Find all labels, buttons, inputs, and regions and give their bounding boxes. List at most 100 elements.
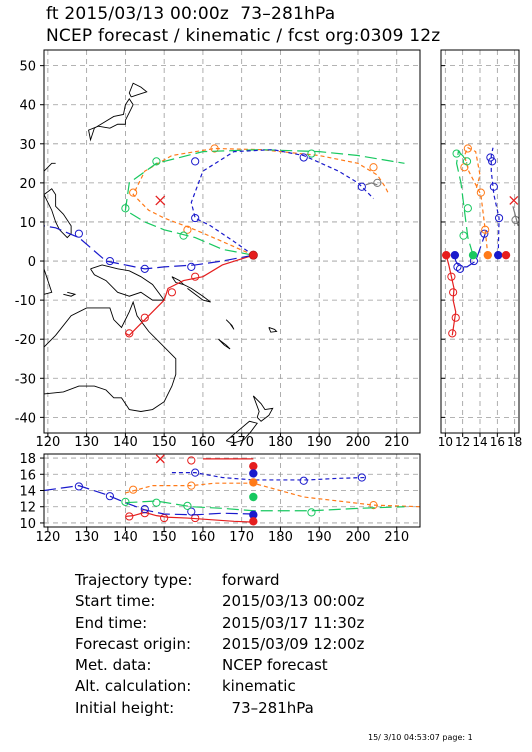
right-trajectory-marker [449,288,458,297]
right-trajectory-marker [455,264,465,273]
bottom-y-tick-label: 10 [19,517,36,532]
bottom-trajectory-cross [155,454,165,464]
bottom-trajectory-marker [105,492,114,501]
right-trajectory-line [455,150,474,256]
trajectory-cross [155,195,166,206]
right-source-point [483,250,492,260]
bottom-source-point [249,478,258,487]
right-x-tick-label: 18 [507,435,522,449]
trajectory-marker [125,329,134,338]
map-y-tick-label: -40 [15,411,36,426]
bottom-x-tick-label: 120 [35,530,60,545]
bottom-x-tick-label: 210 [384,530,409,545]
bottom-trajectory-marker [369,501,378,510]
trajectory-marker [373,178,382,187]
bottom-trajectory-line [171,472,366,481]
coastline [43,162,56,172]
trajectory-line [125,254,254,337]
bottom-x-tick-label: 170 [229,530,254,545]
source-point [248,250,258,260]
map-x-tick-label: 150 [152,435,177,450]
map-x-tick-label: 180 [268,435,293,450]
map-frame [43,49,421,434]
bottom-source-point [249,492,258,502]
bottom-trajectory-marker [191,468,200,477]
bottom-trajectory-marker [152,498,161,507]
right-x-tick-label: 16 [490,435,505,449]
map-x-tick-label: 190 [307,435,332,450]
trajectory-line [124,149,405,256]
bottom-trajectory-line [43,485,254,516]
bottom-x-tick-label: 160 [191,530,216,545]
bottom-trajectory-marker [307,508,316,517]
coastline [183,284,211,303]
info-value: 2015/03/13 00:00z [222,592,365,611]
bottom-trajectory-marker [129,485,138,494]
right-trajectory-marker [447,272,456,281]
right-trajectory-marker [453,262,462,272]
trajectory-marker [105,256,114,266]
coastline [218,338,231,350]
bottom-trajectory-marker [74,482,83,491]
bottom-panel-gridlines [44,454,420,527]
map-y-tick-label: 30 [19,138,36,153]
trajectory-marker [140,264,149,273]
right-source-point [442,250,451,260]
trajectory-marker [74,229,83,238]
trajectory-marker [187,262,196,272]
trajectory-line [43,225,254,270]
info-value: forward [222,571,280,589]
info-value: 2015/03/17 11:30z [222,613,365,632]
bottom-source-point [249,517,258,526]
trajectory-marker [191,213,200,223]
trajectory-chart: -40 -30 -20 -10 0 10 20 30 40 50 120 130 140 150 160 17… [15,49,522,545]
info-value: 73–281hPa [222,698,314,717]
right-source-point [450,250,460,260]
bottom-trajectory-marker [299,476,308,485]
coastline [63,291,77,297]
bottom-y-tick-label: 18 [19,452,36,467]
info-row: End time: 2015/03/17 11:30z [75,613,364,634]
info-row: Initial height: 73–281hPa [75,698,364,719]
coastline [88,98,134,142]
trajectory-line [190,149,374,256]
right-trajectory-marker [480,229,489,238]
chart-title-line2: NCEP forecast / kinematic / fcst org:030… [46,26,441,46]
map-x-tick-label: 210 [384,435,409,450]
trajectory-marker [369,163,378,172]
right-trajectory-marker [486,153,495,162]
info-row: Met. data: NCEP forecast [75,655,364,676]
right-trajectory-marker [489,182,498,191]
right-panel-gridlines [441,50,519,433]
bottom-x-tick-label: 140 [113,530,138,545]
right-trajectory-marker [488,157,497,166]
coastline [128,82,148,98]
right-source-point [501,250,511,260]
trajectory-marker [121,204,130,213]
trajectory-line [132,147,390,256]
map-x-tick-label: 140 [113,435,138,450]
info-value: NCEP forecast [222,656,328,675]
bottom-y-tick-label: 16 [19,468,36,483]
info-label: End time: [75,613,148,632]
map-coastlines [43,82,278,444]
trajectory-marker [210,144,219,153]
info-label: Start time: [75,592,156,611]
coastline [90,264,166,301]
bottom-y-tick-label: 14 [19,485,36,500]
map-x-tick-label: 160 [191,435,216,450]
right-trajectory-marker [481,225,490,234]
trajectory-marker [191,272,200,281]
bottom-x-tick-label: 200 [346,530,371,545]
right-trajectory-cross [509,196,519,205]
right-trajectory-line [463,146,489,256]
map-x-tick-label: 170 [229,435,254,450]
map-x-tick-label: 200 [346,435,371,450]
right-trajectory-marker [494,213,504,223]
map-y-tick-label: -20 [15,333,36,348]
bottom-trajectory-marker [187,481,196,490]
footer-timestamp: 15/ 3/10 04:53:07 page: 1 [368,733,473,742]
info-row: Alt. calculation: kinematic [75,676,364,697]
map-y-tick-label: 20 [19,177,36,192]
bottom-x-tick-label: 180 [268,530,293,545]
